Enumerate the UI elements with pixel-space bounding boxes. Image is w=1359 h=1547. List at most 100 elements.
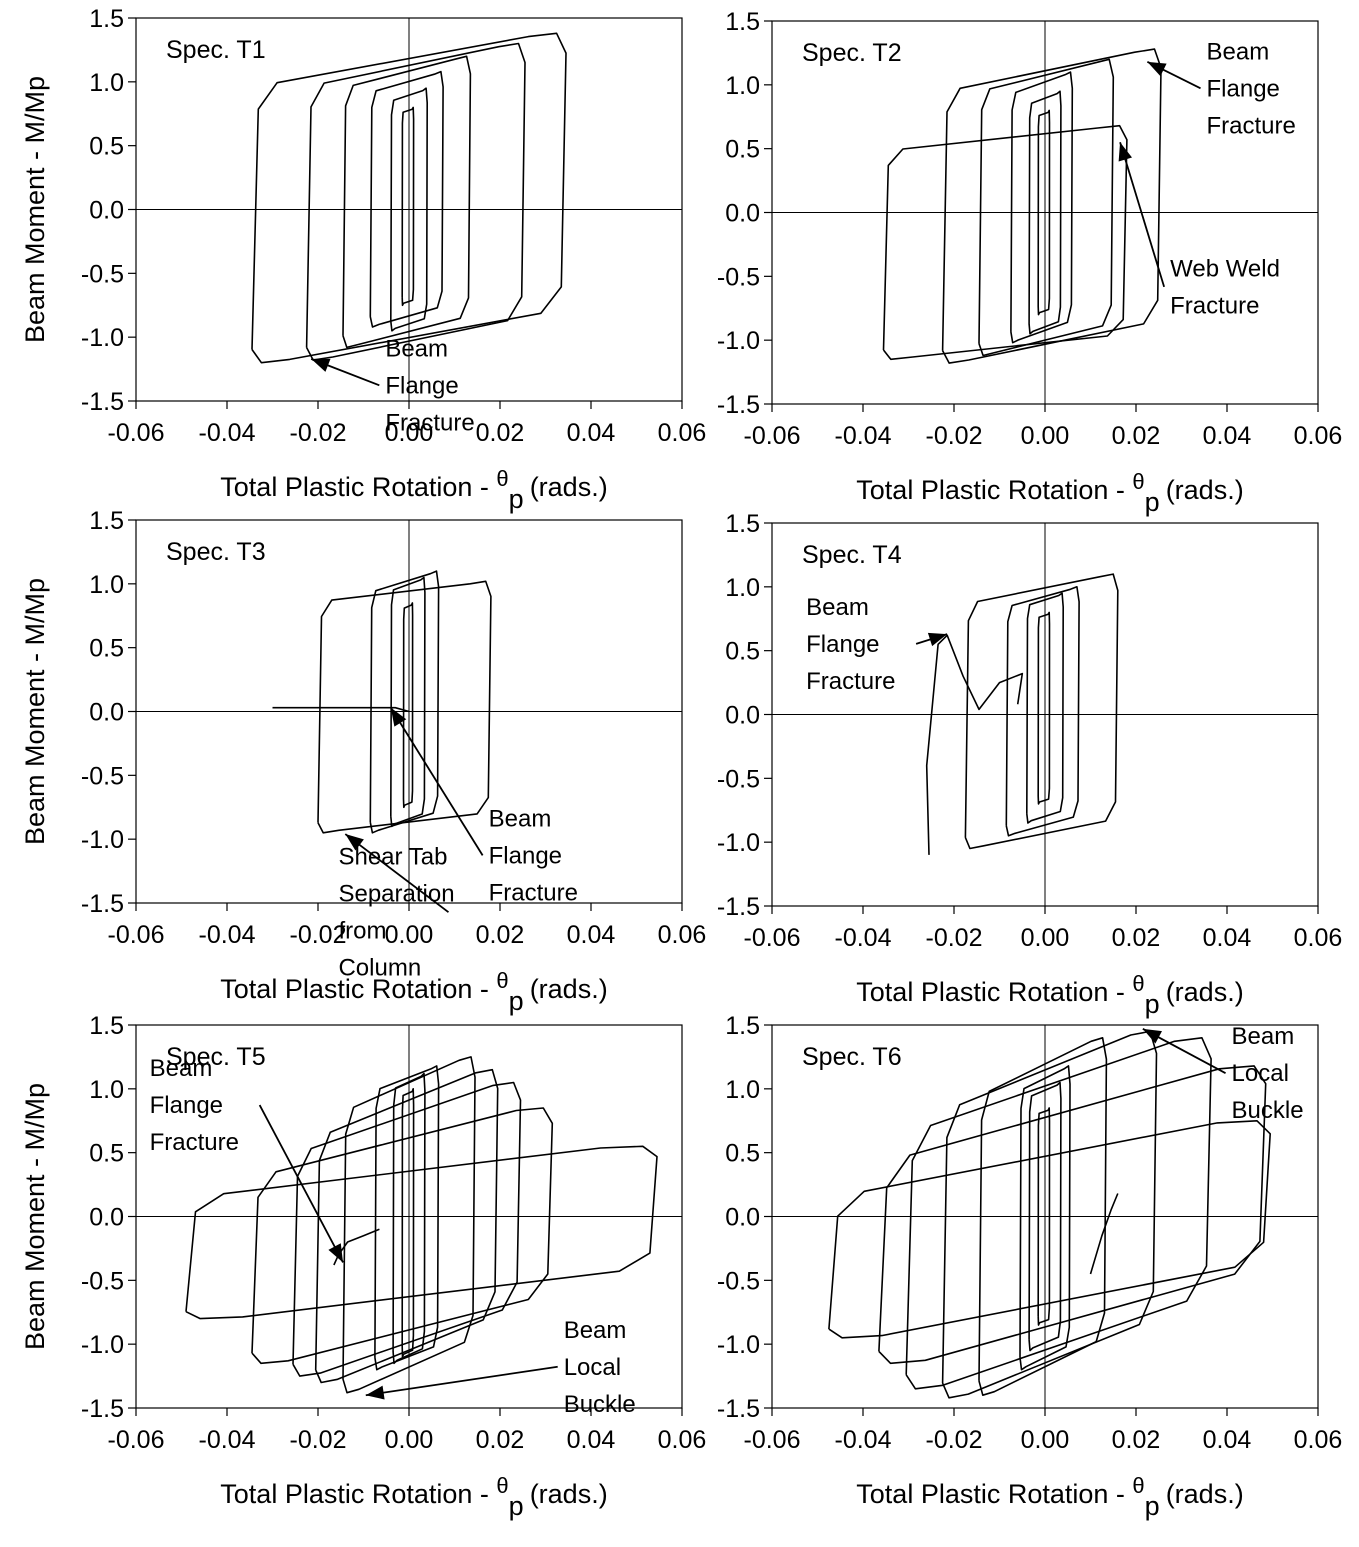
x-tick-label: 0.00 (385, 419, 434, 447)
hysteresis-loop (389, 87, 429, 332)
annotation-line: Fracture (1207, 112, 1296, 139)
annotation-label: Shear Tab Separation from Column (338, 844, 454, 982)
x-tick-label: -0.04 (199, 1426, 256, 1454)
annotation-leader (390, 707, 484, 856)
annotation-label: Beam Flange Fracture (1207, 38, 1296, 139)
x-axis-label-theta: θ (1132, 971, 1144, 996)
y-tick-label: -0.5 (81, 762, 124, 790)
y-axis-label: Beam Moment - M/Mp (20, 76, 50, 343)
y-axis-label: Beam Moment - M/Mp (20, 578, 50, 845)
hysteresis-loop (941, 1030, 1158, 1399)
annotation-label: Web Weld Fracture (1170, 255, 1280, 319)
annotation-leader (1119, 142, 1165, 288)
panel-spec-t6: 1.5 1.0 0.5 0.0 -0.5 -1.0 -1.5 -0.06 -0.04 -0.02 0… (717, 1012, 1342, 1521)
hysteresis-loop (882, 124, 1128, 361)
x-tick-label: 0.06 (1294, 1426, 1343, 1454)
y-tick-label: 1.5 (725, 1012, 760, 1040)
spec-label: Spec. T5 (166, 1043, 266, 1071)
x-tick-label: 0.04 (567, 921, 616, 949)
x-tick-label: -0.04 (199, 419, 256, 447)
annotation-line: Fracture (806, 668, 895, 695)
annotation-label: Beam Flange Fracture (150, 1055, 239, 1156)
x-axis-label-sub: p (509, 1491, 524, 1521)
x-tick-label: 0.00 (1021, 1426, 1070, 1454)
x-tick-label: -0.02 (290, 419, 347, 447)
hysteresis-loop (314, 1068, 499, 1384)
hysteresis-loop (317, 580, 492, 834)
x-tick-label: -0.04 (835, 422, 892, 450)
y-tick-label: -1.0 (81, 1331, 124, 1359)
y-tick-label: 0.5 (725, 1140, 760, 1168)
x-tick-label: -0.04 (835, 1426, 892, 1454)
hysteresis-loop (342, 55, 472, 349)
x-tick-label: 0.06 (658, 1426, 707, 1454)
x-axis-label: Total Plastic Rotation - θp (rads.) (856, 469, 1243, 517)
x-axis-label-theta: θ (496, 968, 508, 993)
hysteresis-loop (878, 1065, 1267, 1365)
fracture-curve (333, 1228, 380, 1266)
y-tick-label: -1.5 (81, 1395, 124, 1423)
x-axis-label: Total Plastic Rotation - θp (rads.) (220, 466, 607, 514)
x-tick-label: 0.00 (385, 1426, 434, 1454)
y-tick-label: 0.0 (725, 702, 760, 730)
y-tick-label: -1.5 (717, 391, 760, 419)
y-tick-label: 0.0 (725, 200, 760, 228)
x-axis-label: Total Plastic Rotation - θp (rads.) (220, 968, 607, 1016)
x-axis-label-sub: p (509, 484, 524, 514)
annotation-line: Beam (564, 1317, 627, 1344)
x-axis-label-main: Total Plastic Rotation - (220, 974, 496, 1004)
y-tick-label: 0.0 (725, 1204, 760, 1232)
y-axis-label: Beam Moment - M/Mp (20, 1083, 50, 1350)
hysteresis-loop (1019, 1065, 1071, 1371)
x-axis-label: Total Plastic Rotation - θp (rads.) (220, 1473, 607, 1521)
annotation-arrowhead (311, 358, 331, 372)
x-axis-label-unit: (rads.) (530, 472, 608, 502)
y-tick-label: -0.5 (81, 260, 124, 288)
y-tick-label: 1.0 (725, 1076, 760, 1104)
annotation-line: Fracture (489, 879, 578, 906)
y-tick-label: -0.5 (81, 1267, 124, 1295)
panel-spec-t2: 1.5 1.0 0.5 0.0 -0.5 -1.0 -1.5 -0.06 -0.04 -0.02 0… (717, 8, 1342, 517)
annotation-arrowhead (1118, 142, 1133, 162)
fracture-curve (272, 706, 410, 713)
x-axis-label-theta: θ (1132, 1473, 1144, 1498)
y-tick-label: -1.5 (717, 1395, 760, 1423)
annotation-line: Buckle (1232, 1097, 1304, 1124)
annotation-line: Beam (489, 805, 552, 832)
y-tick-label: -1.0 (81, 826, 124, 854)
annotation-leader (258, 1104, 344, 1263)
panel-spec-t3: 1.5 1.0 0.5 0.0 -0.5 -1.0 -1.5 -0.06 -0.04 -0.02 0… (20, 507, 706, 1016)
x-axis-label-main: Total Plastic Rotation - (220, 472, 496, 502)
hysteresis-loop (401, 106, 415, 307)
annotation-line: Flange (489, 842, 562, 869)
y-tick-label: -1.5 (81, 388, 124, 416)
x-tick-label: 0.06 (658, 419, 707, 447)
annotation-line: Buckle (564, 1391, 636, 1418)
x-tick-label: -0.06 (108, 921, 165, 949)
y-tick-label: 1.0 (725, 574, 760, 602)
annotation-line: Beam (806, 594, 869, 621)
panel-spec-t4: 1.5 1.0 0.5 0.0 -0.5 -1.0 -1.5 -0.06 -0.04 -0.02 0… (717, 510, 1342, 1019)
y-tick-label: 1.0 (89, 1076, 124, 1104)
x-tick-label: -0.02 (926, 924, 983, 952)
annotation-line: Beam (385, 335, 448, 362)
y-tick-label: -1.0 (717, 327, 760, 355)
hysteresis-loop (1026, 592, 1064, 824)
annotation-leader (365, 1365, 558, 1397)
y-tick-label: 1.5 (89, 5, 124, 33)
y-tick-label: 1.0 (89, 69, 124, 97)
hysteresis-loop (1028, 1081, 1062, 1352)
hysteresis-loop (1010, 71, 1074, 344)
x-tick-label: 0.02 (1112, 1426, 1161, 1454)
panel-spec-t5: 1.5 1.0 0.5 0.0 -0.5 -1.0 -1.5 -0.06 -0.04 -0.02 0… (20, 1012, 706, 1521)
y-tick-label: -1.0 (717, 829, 760, 857)
hysteresis-loop (1037, 611, 1051, 805)
y-tick-label: -1.5 (717, 893, 760, 921)
y-tick-label: 1.5 (89, 1012, 124, 1040)
hysteresis-loop (369, 70, 444, 328)
x-tick-label: -0.02 (290, 1426, 347, 1454)
x-axis-label-sub: p (1145, 989, 1160, 1019)
hysteresis-loop (374, 1065, 440, 1371)
x-axis-label-theta: θ (1132, 469, 1144, 494)
hysteresis-loop (251, 32, 567, 364)
